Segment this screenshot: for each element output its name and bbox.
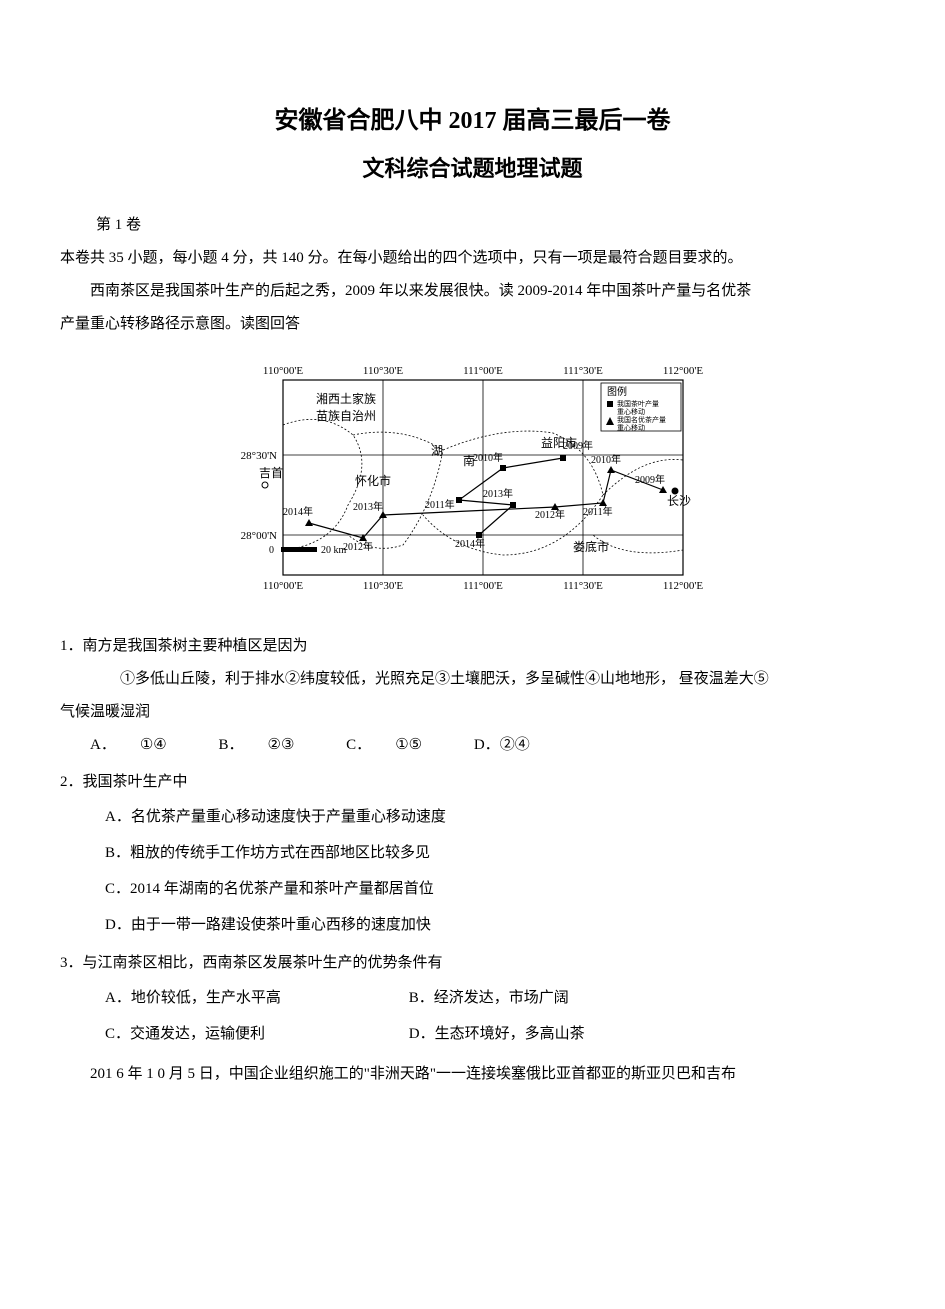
svg-text:2012年: 2012年 <box>343 540 373 553</box>
q1-opt-a: A．①④ <box>90 729 167 762</box>
svg-text:娄底市: 娄底市 <box>573 539 609 554</box>
q3-opt-c: C．交通发达，运输便利 <box>105 1016 405 1052</box>
q3-opt-d: D．生态环境好，多高山茶 <box>409 1026 585 1042</box>
question-3: 3．与江南茶区相比，西南茶区发展茶叶生产的优势条件有 A．地价较低，生产水平高 … <box>60 947 885 1052</box>
map-figure: 110°00'E 110°00'E 110°30'E 110°30'E 111°00'E… <box>60 355 885 610</box>
svg-text:110°30'E: 110°30'E <box>362 365 402 377</box>
svg-text:110°00'E: 110°00'E <box>262 580 302 592</box>
q1-opt-d: D．②④ <box>474 729 530 762</box>
svg-text:苗族自治州: 苗族自治州 <box>316 409 376 423</box>
q2-opt-d: D．由于一带一路建设使茶叶重心西移的速度加快 <box>105 907 885 943</box>
svg-text:111°00'E: 111°00'E <box>463 365 503 377</box>
svg-text:2010年: 2010年 <box>591 453 621 466</box>
q2-opt-a: A．名优茶产量重心移动速度快于产量重心移动速度 <box>105 799 885 835</box>
svg-text:2009年: 2009年 <box>563 439 593 452</box>
svg-text:111°30'E: 111°30'E <box>563 365 603 377</box>
svg-text:2014年: 2014年 <box>283 505 313 518</box>
q1-options: A．①④ B．②③ C．①⑤ D．②④ <box>90 729 885 762</box>
svg-text:111°00'E: 111°00'E <box>463 580 503 592</box>
svg-text:111°30'E: 111°30'E <box>563 580 603 592</box>
svg-text:112°00'E: 112°00'E <box>662 580 702 592</box>
svg-text:怀化市: 怀化市 <box>355 473 391 488</box>
svg-text:2013年: 2013年 <box>483 487 513 500</box>
q1-opt-b: B．②③ <box>219 729 295 762</box>
q2-stem: 2．我国茶叶生产中 <box>60 766 885 799</box>
svg-text:2011年: 2011年 <box>425 498 455 511</box>
q1-opt-a-val: ①④ <box>140 737 167 753</box>
q2-opt-b: B．粗放的传统手工作坊方式在西部地区比较多见 <box>105 835 885 871</box>
svg-text:湖: 湖 <box>431 443 443 458</box>
svg-text:吉首: 吉首 <box>259 466 283 480</box>
passage-line-2: 产量重心转移路径示意图。读图回答 <box>60 308 885 341</box>
q3-opt-a: A．地价较低，生产水平高 <box>105 980 405 1016</box>
section-label: 第 1 卷 <box>96 213 885 234</box>
q1-opt-d-val: ②④ <box>500 737 530 753</box>
q1-opt-c-val: ①⑤ <box>395 737 422 753</box>
svg-text:2012年: 2012年 <box>535 508 565 521</box>
svg-text:湘西土家族: 湘西土家族 <box>316 391 376 406</box>
passage-line-1: 西南茶区是我国茶叶生产的后起之秀，2009 年以来发展很快。读 2009-201… <box>60 275 885 308</box>
svg-text:112°00'E: 112°00'E <box>662 365 702 377</box>
intro-text: 本卷共 35 小题，每小题 4 分，共 140 分。在每小题给出的四个选项中，只… <box>60 242 885 275</box>
map-svg: 110°00'E 110°00'E 110°30'E 110°30'E 111°00'E… <box>203 355 743 605</box>
svg-text:2013年: 2013年 <box>353 500 383 513</box>
question-1: 1．南方是我国茶树主要种植区是因为 ①多低山丘陵，利于排水②纬度较低，光照充足③… <box>60 630 885 762</box>
svg-text:2009年: 2009年 <box>635 473 665 486</box>
svg-text:我国名优茶产量: 我国名优茶产量 <box>617 415 666 424</box>
svg-text:110°00'E: 110°00'E <box>262 365 302 377</box>
svg-text:28°00'N: 28°00'N <box>240 530 276 542</box>
page-title-main: 安徽省合肥八中 2017 届高三最后一卷 <box>60 100 885 135</box>
svg-text:28°30'N: 28°30'N <box>240 450 276 462</box>
question-2: 2．我国茶叶生产中 A．名优茶产量重心移动速度快于产量重心移动速度 B．粗放的传… <box>60 766 885 943</box>
q3-stem: 3．与江南茶区相比，西南茶区发展茶叶生产的优势条件有 <box>60 947 885 980</box>
q1-opt-b-val: ②③ <box>268 737 295 753</box>
svg-text:110°30'E: 110°30'E <box>362 580 402 592</box>
svg-text:重心移动: 重心移动 <box>617 407 645 416</box>
q1-stem: 1．南方是我国茶树主要种植区是因为 <box>60 630 885 663</box>
q2-opt-c: C．2014 年湖南的名优茶产量和茶叶产量都居首位 <box>105 871 885 907</box>
svg-text:图例: 图例 <box>607 385 627 398</box>
q1-conditions-1: ①多低山丘陵，利于排水②纬度较低，光照充足③土壤肥沃，多呈碱性④山地地形， 昼夜… <box>90 663 885 696</box>
svg-text:我国茶叶产量: 我国茶叶产量 <box>617 399 659 408</box>
svg-text:2010年: 2010年 <box>473 451 503 464</box>
svg-text:重心移动: 重心移动 <box>617 423 645 432</box>
q3-opt-b: B．经济发达，市场广阔 <box>409 990 569 1006</box>
page-title-sub: 文科综合试题地理试题 <box>60 151 885 183</box>
svg-text:2014年: 2014年 <box>455 537 485 550</box>
svg-text:2011年: 2011年 <box>583 505 613 518</box>
svg-text:长沙: 长沙 <box>667 494 691 508</box>
q1-opt-c: C．①⑤ <box>346 729 422 762</box>
svg-text:0: 0 <box>269 545 274 556</box>
trailing-passage: 201 6 年 1 0 月 5 日，中国企业组织施工的"非洲天路"一一连接埃塞俄… <box>60 1058 885 1091</box>
q1-conditions-2: 气候温暖湿润 <box>60 696 885 729</box>
